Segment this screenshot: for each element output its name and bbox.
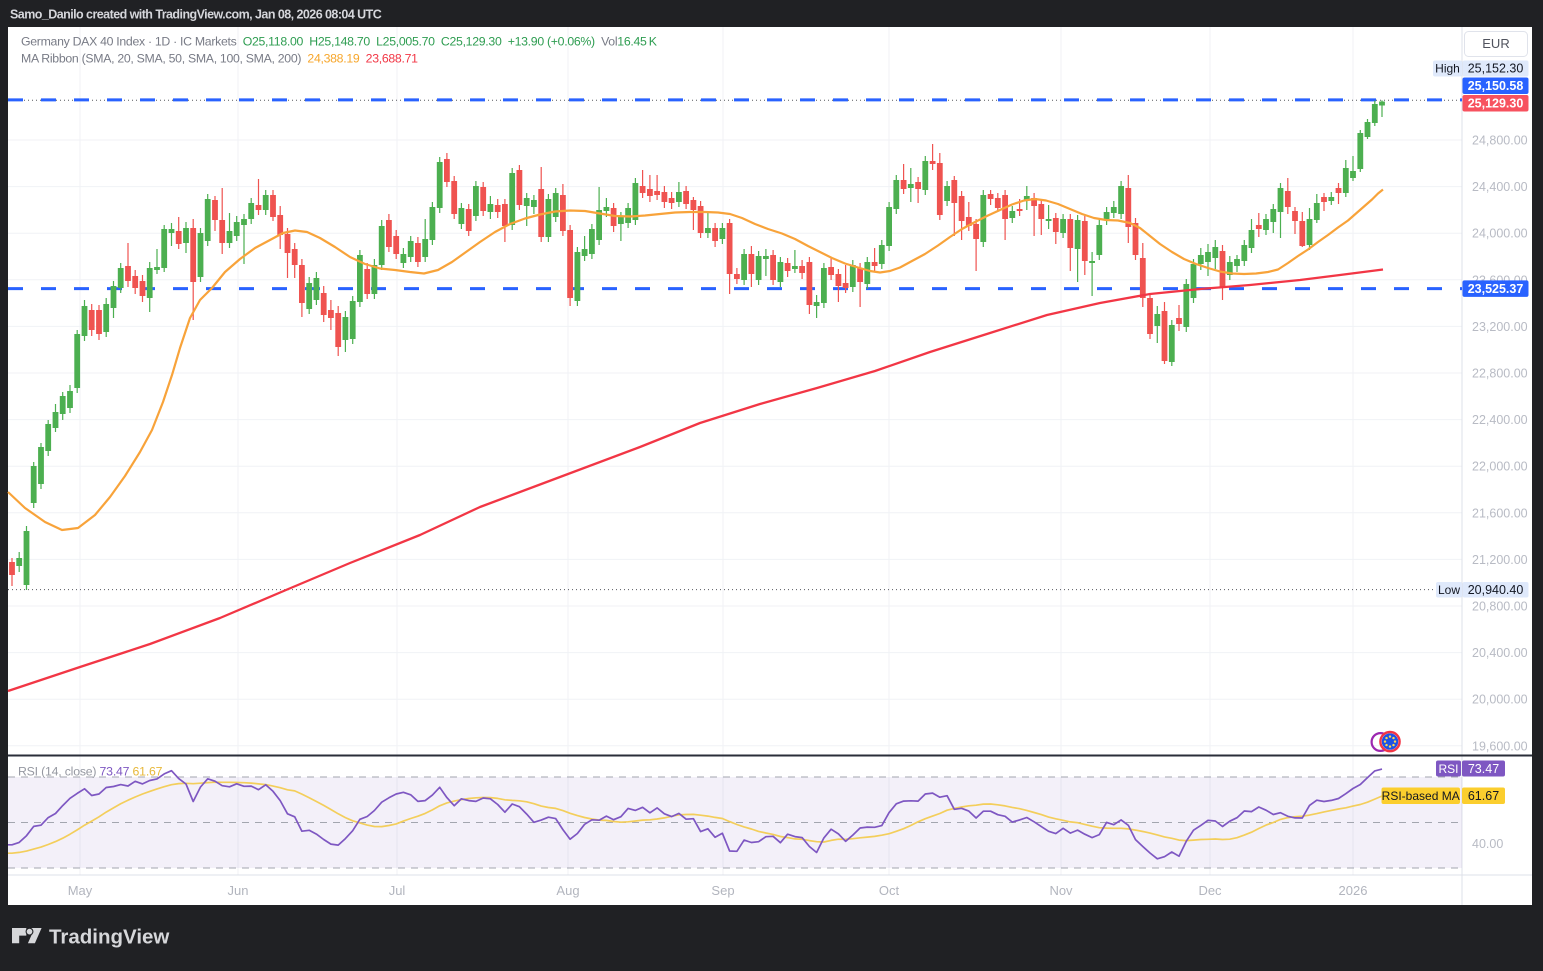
svg-text:Samo_Danilo created with Tradi: Samo_Danilo created with TradingView.com… xyxy=(10,7,382,21)
svg-text:RSI (14, close) 73.47 61.67: RSI (14, close) 73.47 61.67 xyxy=(18,765,163,779)
svg-text:RSI: RSI xyxy=(1438,762,1458,776)
svg-text:25,150.58: 25,150.58 xyxy=(1468,79,1524,93)
svg-text:73.47: 73.47 xyxy=(1468,762,1499,776)
svg-text:20,400.00: 20,400.00 xyxy=(1472,646,1528,660)
svg-text:Oct: Oct xyxy=(879,883,900,898)
svg-text:20,000.00: 20,000.00 xyxy=(1472,693,1528,707)
svg-text:Dec: Dec xyxy=(1198,883,1222,898)
svg-text:Nov: Nov xyxy=(1049,883,1073,898)
svg-text:25,129.30: 25,129.30 xyxy=(1468,97,1524,111)
svg-text:22,400.00: 22,400.00 xyxy=(1472,413,1528,427)
svg-text:61.67: 61.67 xyxy=(1468,789,1499,803)
svg-text:22,000.00: 22,000.00 xyxy=(1472,460,1528,474)
svg-text:20,940.40: 20,940.40 xyxy=(1468,583,1524,597)
svg-text:Sep: Sep xyxy=(711,883,734,898)
svg-text:RSI-based MA: RSI-based MA xyxy=(1382,789,1460,803)
svg-text:23,525.37: 23,525.37 xyxy=(1468,282,1524,296)
svg-text:24,800.00: 24,800.00 xyxy=(1472,134,1528,148)
svg-text:May: May xyxy=(68,883,93,898)
svg-text:High: High xyxy=(1435,62,1460,76)
svg-text:25,152.30: 25,152.30 xyxy=(1468,62,1524,76)
svg-text:Jun: Jun xyxy=(228,883,249,898)
svg-text:EUR: EUR xyxy=(1482,36,1509,51)
svg-text:23,200.00: 23,200.00 xyxy=(1472,320,1528,334)
svg-text:2026: 2026 xyxy=(1339,883,1368,898)
svg-text:24,000.00: 24,000.00 xyxy=(1472,227,1528,241)
svg-text:24,400.00: 24,400.00 xyxy=(1472,180,1528,194)
svg-text:Germany DAX 40 Index · 1D · IC: Germany DAX 40 Index · 1D · IC Markets O… xyxy=(21,35,658,49)
svg-text:21,200.00: 21,200.00 xyxy=(1472,553,1528,567)
svg-text:Low: Low xyxy=(1438,583,1460,597)
svg-text:21,600.00: 21,600.00 xyxy=(1472,506,1528,520)
svg-text:MA Ribbon (SMA, 20, SMA, 50, S: MA Ribbon (SMA, 20, SMA, 50, SMA, 100, S… xyxy=(21,52,418,66)
svg-text:Aug: Aug xyxy=(556,883,579,898)
svg-text:Jul: Jul xyxy=(389,883,406,898)
svg-text:20,800.00: 20,800.00 xyxy=(1472,600,1528,614)
svg-text:19,600.00: 19,600.00 xyxy=(1472,739,1528,753)
svg-text:TradingView: TradingView xyxy=(49,926,169,949)
svg-text:40.00: 40.00 xyxy=(1472,837,1503,851)
svg-text:22,800.00: 22,800.00 xyxy=(1472,367,1528,381)
